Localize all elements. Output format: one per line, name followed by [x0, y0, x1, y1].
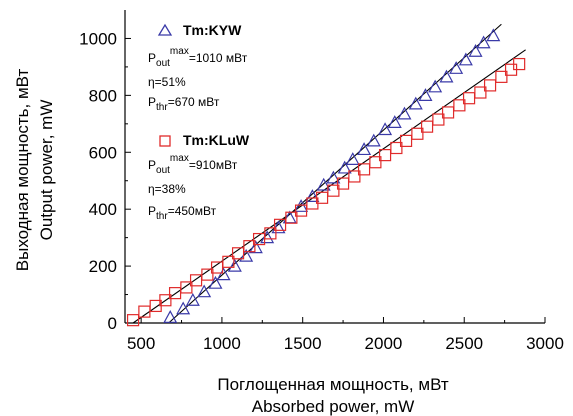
y-tick-label: 600	[89, 143, 117, 162]
kluw-point	[294, 204, 308, 217]
kyw-point	[197, 284, 212, 298]
kluw-point	[180, 281, 193, 294]
kyw-point	[227, 258, 242, 272]
kluw-point	[264, 227, 277, 240]
kyw-point	[163, 310, 178, 323]
kyw-pout-max: Poutmax=1010 мВт	[148, 46, 248, 69]
kyw-point	[408, 96, 423, 110]
kluw-point	[441, 106, 455, 119]
x-tick-label: 1500	[284, 334, 322, 353]
kyw-point	[185, 292, 200, 306]
axes: 500 1000 1500 2000 2500 3000 0 200 400 600 800 1000	[79, 10, 564, 353]
legend-marker-square	[159, 135, 171, 147]
kluw-point	[495, 70, 508, 83]
y-axis-title-en: Output power, mW	[37, 100, 56, 241]
kluw-pthr: Pthr=450мВт	[148, 204, 217, 222]
y-tick-label: 400	[89, 200, 117, 219]
y-tick-label: 0	[108, 314, 117, 333]
y-tick-label: 200	[89, 257, 117, 276]
kyw-point	[418, 88, 433, 101]
kluw-point	[357, 163, 371, 176]
kluw-point	[432, 113, 445, 126]
kyw-point	[476, 35, 491, 49]
kluw-point	[231, 247, 245, 260]
data-markers	[126, 28, 526, 327]
fit-line-kluw	[132, 49, 526, 324]
kluw-point	[453, 99, 466, 112]
kluw-eta: η=38%	[148, 182, 186, 196]
kyw-point	[366, 133, 381, 147]
kluw-point	[348, 170, 361, 183]
y-tick-label: 800	[89, 86, 117, 105]
kyw-point	[357, 142, 372, 156]
x-tick-label: 2000	[365, 334, 403, 353]
kluw-pout-max: Poutmax=910мВт	[148, 153, 238, 176]
kyw-eta: η=51%	[148, 75, 186, 89]
kluw-point	[390, 141, 403, 155]
x-axis-title-ru: Поглощенная мощность, мВт	[217, 375, 448, 394]
kluw-point	[513, 57, 526, 71]
kluw-point	[483, 79, 497, 92]
kyw-point	[449, 61, 464, 74]
legend-title-kluw: Tm:KLuW	[183, 132, 250, 148]
legend-entry-kyw: Tm:KYW Poutmax=1010 мВт η=51% Pthr=670 м…	[148, 22, 248, 113]
kluw-point	[369, 156, 382, 169]
kyw-point	[248, 240, 263, 254]
kyw-point	[271, 220, 286, 234]
kluw-point	[222, 255, 235, 268]
kyw-pthr: Pthr=670 мВт	[148, 95, 220, 113]
kluw-point	[378, 149, 392, 162]
legend: Tm:KYW Poutmax=1010 мВт η=51% Pthr=670 м…	[148, 22, 250, 222]
x-tick-label: 500	[127, 334, 155, 353]
kyw-point	[176, 301, 191, 315]
kluw-point	[411, 127, 424, 140]
kluw-point	[201, 268, 214, 281]
legend-marker-triangle	[157, 23, 173, 36]
kluw-point	[420, 120, 434, 133]
x-tick-label: 2500	[445, 334, 483, 353]
kluw-point	[327, 184, 340, 197]
kluw-point	[273, 218, 287, 231]
kluw-point	[336, 177, 350, 190]
kyw-point	[326, 170, 341, 184]
x-axis-title-en: Absorbed power, mW	[252, 397, 415, 416]
kluw-point	[399, 134, 413, 147]
kyw-point	[387, 115, 402, 128]
legend-title-kyw: Tm:KYW	[183, 22, 242, 38]
kyw-point	[345, 152, 360, 165]
kluw-point	[126, 314, 140, 327]
x-tick-label: 1000	[203, 334, 241, 353]
kyw-point	[316, 177, 331, 191]
x-tick-label: 3000	[526, 334, 564, 353]
kyw-point	[337, 160, 352, 174]
legend-entry-kluw: Tm:KLuW Poutmax=910мВт η=38% Pthr=450мВт	[148, 132, 250, 222]
kluw-point	[285, 211, 298, 224]
kluw-point	[243, 240, 256, 253]
kyw-point	[428, 79, 443, 93]
fit-lines	[132, 23, 526, 324]
kluw-point	[315, 191, 329, 204]
kluw-point	[474, 86, 487, 99]
kyw-point	[378, 122, 393, 136]
kyw-point	[439, 69, 454, 83]
kyw-point	[305, 189, 320, 202]
kyw-point	[397, 106, 412, 120]
kyw-point	[468, 44, 483, 57]
kluw-point	[159, 294, 172, 307]
kyw-point	[486, 28, 501, 42]
y-tick-label: 1000	[79, 29, 117, 48]
y-axis-title-ru: Выходная мощность, мВт	[13, 69, 32, 272]
kyw-point	[208, 275, 223, 289]
kyw-point	[458, 52, 473, 66]
kyw-point	[216, 267, 231, 281]
kyw-point	[294, 199, 309, 212]
